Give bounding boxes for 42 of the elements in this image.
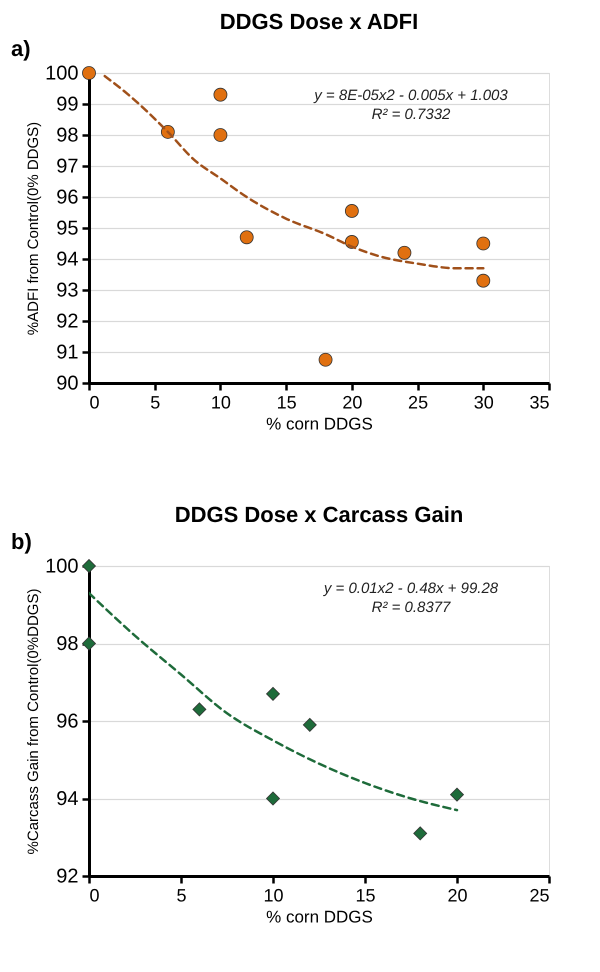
x-axis-title: % corn DDGS [266, 908, 373, 926]
x-tick-label: 10 [210, 392, 231, 412]
y-tick-label: 98 [56, 633, 78, 655]
y-tick-label: 100 [45, 62, 78, 84]
x-tick-label: 0 [90, 886, 100, 906]
x-tick-label: 20 [342, 392, 362, 412]
y-tick-label: 91 [56, 342, 78, 364]
x-tick-label: 0 [90, 392, 100, 412]
y-tick-label: 94 [56, 248, 78, 270]
y-tick-label: 98 [56, 124, 78, 146]
text: b) [11, 529, 32, 554]
y-tick-label: 100 [45, 556, 78, 578]
y-tick-label: 93 [56, 280, 78, 302]
x-tick-label: 20 [447, 886, 468, 906]
x-tick-label: 15 [355, 886, 376, 906]
text: a) [11, 36, 31, 61]
x-tick-label: 5 [176, 886, 187, 906]
x-tick-label: 10 [263, 886, 284, 906]
y-axis-title: %Carcass Gain from Control(0%DDGS) [25, 588, 42, 854]
y-tick-label: 99 [56, 94, 78, 116]
y-tick-label: 97 [56, 156, 78, 178]
y-tick-label: 96 [56, 710, 78, 732]
x-tick-label: 25 [529, 886, 550, 906]
annotation: y = 8E-05x2 - 0.005x + 1.003 [313, 87, 508, 104]
y-tick-label: 92 [56, 866, 78, 888]
y-axis-title: %ADFI from Control(0% DDGS) [25, 122, 42, 336]
x-axis-title: % corn DDGS [266, 414, 373, 434]
y-tick-label: 90 [56, 372, 78, 394]
x-tick-label: 30 [474, 392, 494, 412]
y-tick-label: 94 [56, 788, 78, 810]
x-tick-label: 35 [529, 392, 550, 412]
y-tick-label: 96 [56, 186, 78, 208]
chart-title: DDGS Dose x ADFI [220, 9, 418, 34]
x-tick-label: 15 [276, 392, 297, 412]
x-tick-label: 5 [150, 392, 160, 412]
annotation: R² = 0.8377 [372, 599, 452, 616]
y-tick-label: 95 [56, 218, 78, 240]
annotation: R² = 0.7332 [372, 106, 452, 123]
x-tick-label: 25 [408, 392, 428, 412]
y-tick-label: 92 [56, 310, 78, 332]
annotation: y = 0.01x2 - 0.48x + 99.28 [322, 580, 499, 597]
chart-title: DDGS Dose x Carcass Gain [174, 502, 464, 527]
